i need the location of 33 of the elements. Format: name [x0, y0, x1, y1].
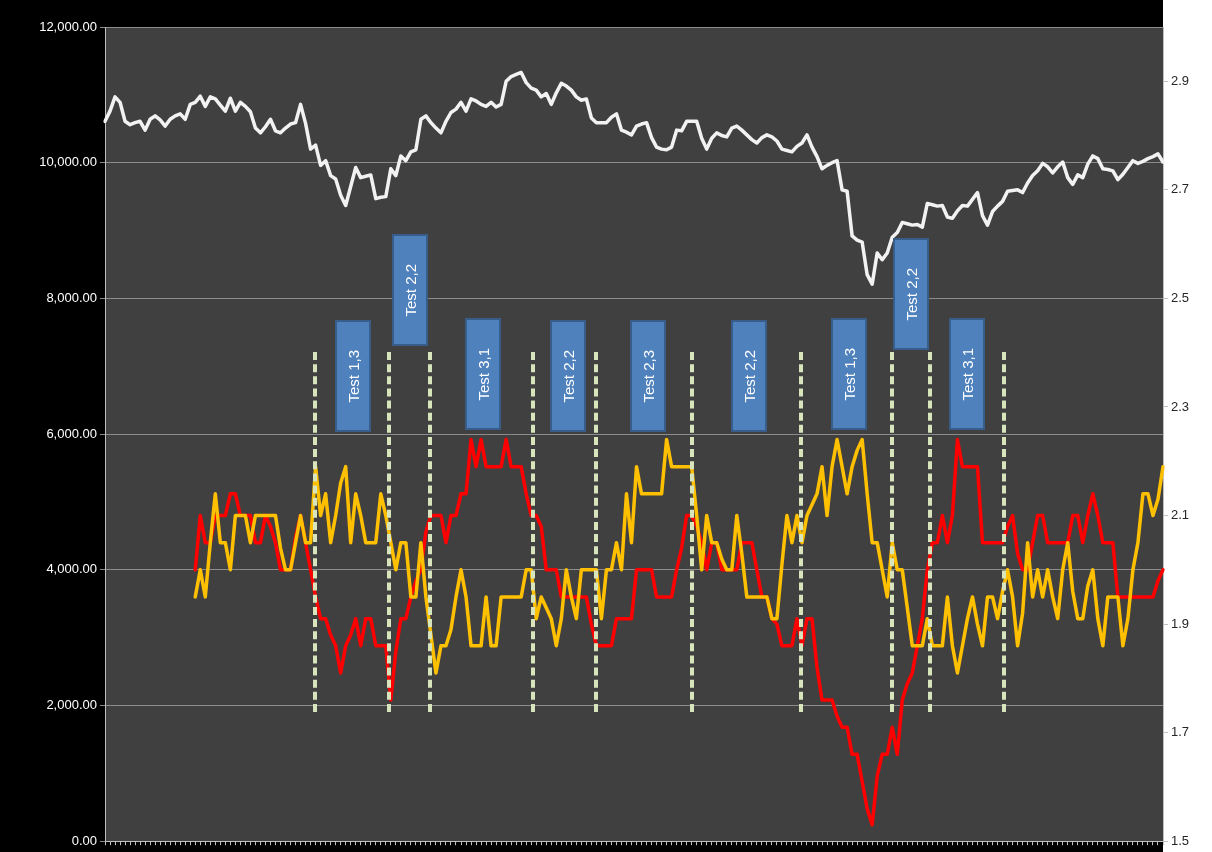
y2-tick-label: 2.7	[1171, 181, 1190, 197]
y2-tick-label: 2.1	[1171, 507, 1190, 523]
annotation: Test 2,3	[639, 349, 657, 403]
y-tick-label: 0.00	[71, 832, 97, 848]
tag-box: Test 2,2	[550, 320, 586, 432]
y-tick-label: 2,000.00	[46, 697, 97, 713]
y2-tick-label: 1.7	[1171, 724, 1190, 740]
y2-tick-label: 2.9	[1171, 72, 1190, 88]
tag-box: Test 2,3	[630, 320, 666, 432]
annotation: Test 3,1	[474, 347, 492, 401]
tag-box: Test 2,2	[392, 234, 428, 346]
y2-tick-label: 2.3	[1171, 398, 1190, 414]
annotation: Test 3,1	[958, 347, 976, 401]
y-tick-label: 6,000.00	[46, 425, 97, 441]
annotation: Test 2,2	[902, 267, 920, 321]
tag-box: Test 2,2	[893, 238, 929, 350]
y-tick-label: 10,000.00	[39, 154, 97, 170]
tag-box: Test 3,1	[949, 318, 985, 430]
y2-tick-label: 1.9	[1171, 615, 1190, 631]
annotation: Test 2,2	[740, 349, 758, 403]
y2-tick-label: 2.5	[1171, 289, 1190, 305]
tag-box: Test 1,3	[335, 320, 371, 432]
y-tick-label: 12,000.00	[39, 18, 97, 34]
tag-box: Test 1,3	[831, 318, 867, 430]
y-tick-label: 8,000.00	[46, 289, 97, 305]
annotation: Test 2,2	[559, 349, 577, 403]
y-tick-label: 4,000.00	[46, 561, 97, 577]
annotation: Test 1,3	[840, 347, 858, 401]
tag-box: Test 2,2	[731, 320, 767, 432]
annotation: Test 2,2	[401, 263, 419, 317]
y2-tick-label: 1.5	[1171, 832, 1190, 848]
tag-box: Test 3,1	[465, 318, 501, 430]
annotation: Test 1,3	[344, 349, 362, 403]
